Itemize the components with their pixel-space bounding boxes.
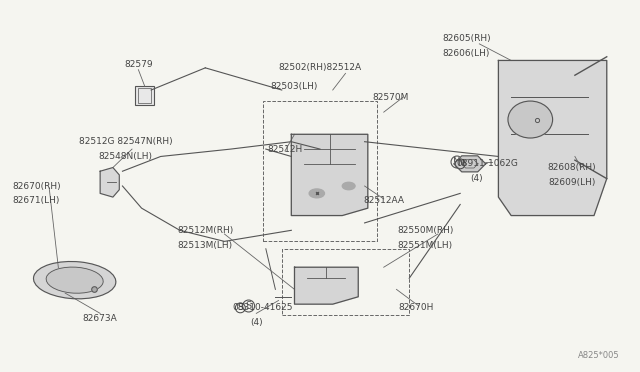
Text: (4): (4)	[470, 174, 483, 183]
Text: (4): (4)	[250, 318, 262, 327]
Text: 82670(RH): 82670(RH)	[12, 182, 61, 190]
Text: 08310-41625: 08310-41625	[232, 303, 293, 312]
Bar	[135, 86, 154, 105]
Text: 82609(LH): 82609(LH)	[548, 178, 595, 187]
Ellipse shape	[33, 262, 116, 299]
Bar	[138, 88, 151, 103]
Text: 82550M(RH): 82550M(RH)	[397, 226, 453, 235]
Polygon shape	[294, 267, 358, 304]
Circle shape	[309, 189, 324, 198]
Text: 08911-1062G: 08911-1062G	[457, 159, 518, 169]
Text: 82670H: 82670H	[398, 303, 433, 312]
Text: 82503(LH): 82503(LH)	[271, 82, 318, 91]
Text: S: S	[246, 301, 252, 311]
Text: S: S	[237, 303, 243, 312]
Bar	[282, 249, 409, 315]
Text: 82551M(LH): 82551M(LH)	[397, 241, 452, 250]
Polygon shape	[291, 134, 368, 215]
Text: 82608(RH): 82608(RH)	[547, 163, 596, 172]
Text: 82513M(LH): 82513M(LH)	[178, 241, 233, 250]
Text: 82606(LH): 82606(LH)	[443, 49, 490, 58]
Text: A825*005: A825*005	[578, 350, 620, 359]
Text: 82671(LH): 82671(LH)	[13, 196, 60, 205]
Text: N: N	[457, 159, 463, 169]
Bar	[262, 101, 378, 241]
Polygon shape	[100, 167, 119, 197]
Text: 82512H: 82512H	[268, 145, 303, 154]
Text: 82502(RH)82512A: 82502(RH)82512A	[278, 63, 362, 72]
Text: 82605(RH): 82605(RH)	[442, 34, 491, 43]
Text: N: N	[453, 157, 461, 167]
Polygon shape	[499, 61, 607, 215]
Circle shape	[342, 182, 355, 190]
Text: 82570M: 82570M	[372, 93, 408, 102]
Ellipse shape	[508, 101, 552, 138]
Text: 82673A: 82673A	[83, 314, 118, 323]
Ellipse shape	[46, 267, 103, 293]
Text: 82548N(LH): 82548N(LH)	[99, 152, 153, 161]
Text: 82579: 82579	[124, 60, 153, 69]
Text: 82512AA: 82512AA	[364, 196, 404, 205]
Circle shape	[521, 110, 552, 129]
Text: 82512G 82547N(RH): 82512G 82547N(RH)	[79, 137, 172, 146]
Polygon shape	[454, 156, 486, 172]
Text: 82512M(RH): 82512M(RH)	[177, 226, 234, 235]
